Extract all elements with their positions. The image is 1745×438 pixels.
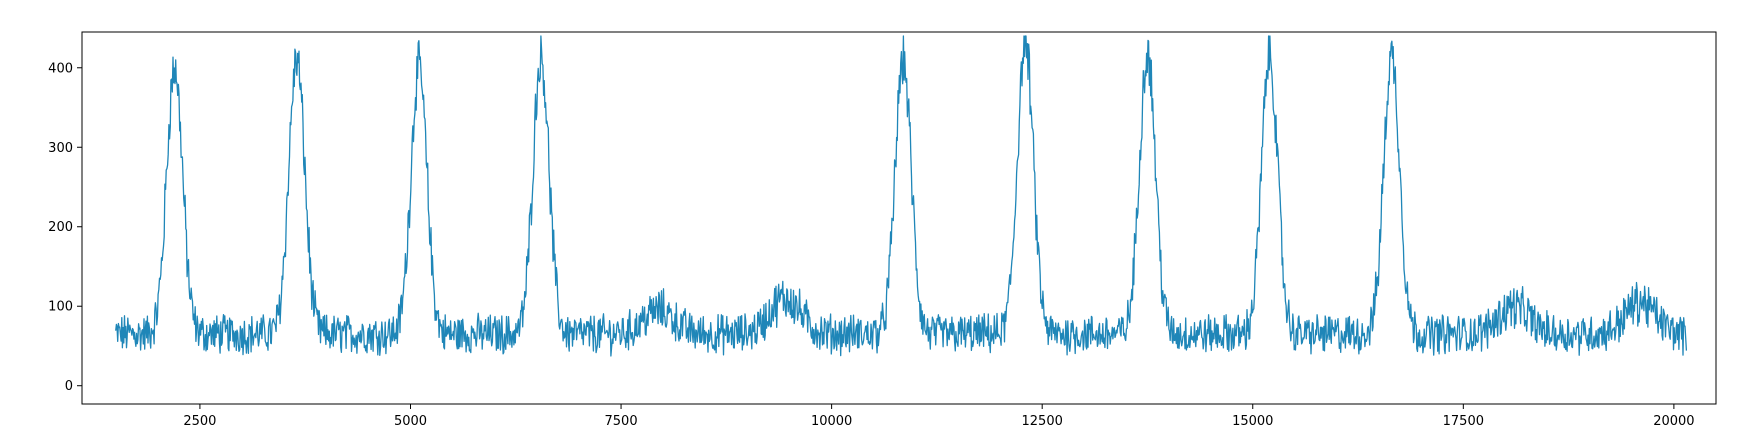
y-tick-label: 100 (48, 300, 73, 315)
x-axis: 2500 5000 7500 10000 12500 15000 17500 20000 (183, 404, 1695, 429)
series-line (115, 35, 1688, 357)
x-tick-label: 17500 (1443, 414, 1484, 429)
x-tick-label: 15000 (1232, 414, 1273, 429)
x-tick-label: 2500 (183, 414, 216, 429)
y-tick-label: 400 (48, 61, 73, 76)
x-tick-label: 12500 (1022, 414, 1063, 429)
series-layer (115, 35, 1688, 357)
x-tick-label: 20000 (1653, 414, 1694, 429)
plot-frame (81, 31, 1717, 405)
y-tick-label: 300 (48, 141, 73, 156)
x-tick-label: 7500 (605, 414, 638, 429)
x-tick-label: 5000 (394, 414, 427, 429)
y-axis: 0 100 200 300 400 (48, 61, 82, 394)
y-tick-label: 0 (65, 379, 73, 394)
x-tick-label: 10000 (811, 414, 852, 429)
y-tick-label: 200 (48, 220, 73, 235)
